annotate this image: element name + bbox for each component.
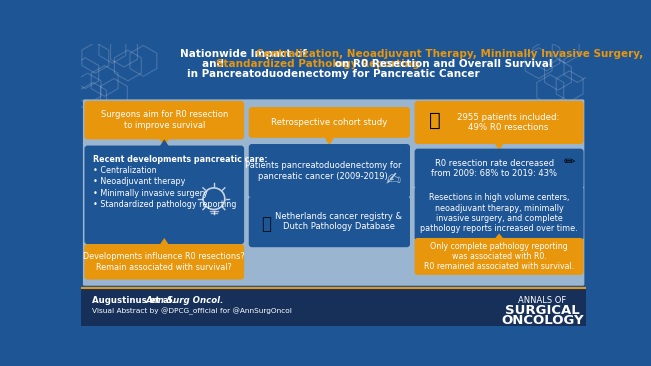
Text: Surgeons aim for R0 resection
to improve survival: Surgeons aim for R0 resection to improve… [101,111,228,130]
Polygon shape [158,238,171,247]
FancyBboxPatch shape [415,238,583,275]
Text: Developments influence R0 resections?
Remain associated with survival?: Developments influence R0 resections? Re… [83,252,245,272]
Polygon shape [493,141,505,150]
Text: • Minimally invasive surgery: • Minimally invasive surgery [93,189,208,198]
FancyBboxPatch shape [249,144,410,198]
Text: R0 resection rate decreased
from 2009: 68% to 2019: 43%: R0 resection rate decreased from 2009: 6… [432,159,557,178]
Text: Standardized Pathology Reporting: Standardized Pathology Reporting [216,59,420,68]
Text: Netherlands cancer registry &
Dutch Pathology Database: Netherlands cancer registry & Dutch Path… [275,212,402,231]
Polygon shape [158,139,171,149]
Text: Recent developments pancreatic care:: Recent developments pancreatic care: [93,155,268,164]
FancyBboxPatch shape [85,101,244,139]
Text: Only complete pathology reporting
was associated with R0.
R0 remained associated: Only complete pathology reporting was as… [424,242,574,271]
Text: ✏️: ✏️ [564,156,575,169]
FancyBboxPatch shape [85,146,244,244]
FancyBboxPatch shape [83,99,585,286]
Polygon shape [493,234,505,241]
Text: Visual Abstract by @DPCG_official for @AnnSurgOncol: Visual Abstract by @DPCG_official for @A… [92,307,292,315]
Text: Centralization, Neoadjuvant Therapy, Minimally Invasive Surgery,: Centralization, Neoadjuvant Therapy, Min… [256,49,643,59]
Polygon shape [158,136,171,147]
Text: ANNALS OF: ANNALS OF [518,296,566,305]
FancyBboxPatch shape [415,149,583,189]
Text: 📄: 📄 [261,215,271,233]
FancyBboxPatch shape [85,244,244,280]
Text: 🔬: 🔬 [429,111,441,130]
Text: Nationwide Impact of: Nationwide Impact of [180,49,311,59]
Text: on R0 Resection and Overall Survival: on R0 Resection and Overall Survival [331,59,553,68]
Text: ✍: ✍ [385,171,400,188]
Text: 2955 patients included:
49% R0 resections: 2955 patients included: 49% R0 resection… [457,113,560,132]
Text: in Pancreatoduodenectomy for Pancreatic Cancer: in Pancreatoduodenectomy for Pancreatic … [187,68,480,79]
Text: Patients pancreatoduodenectomy for
pancreatic cancer (2009-2019): Patients pancreatoduodenectomy for pancr… [245,161,402,181]
Text: Resections in high volume centers,
neoadjuvant therapy, minimally
invasive surge: Resections in high volume centers, neoad… [421,193,578,234]
Polygon shape [323,135,335,146]
Text: Ann Surg Oncol.: Ann Surg Oncol. [146,296,224,306]
FancyBboxPatch shape [415,186,583,240]
FancyBboxPatch shape [81,288,586,326]
Text: Augustinus et al.: Augustinus et al. [92,296,178,306]
Text: • Centralization: • Centralization [93,165,157,175]
Text: SURGICAL: SURGICAL [505,304,580,317]
FancyBboxPatch shape [249,197,410,247]
FancyBboxPatch shape [415,101,583,144]
Text: ONCOLOGY: ONCOLOGY [501,314,584,327]
Text: Retrospective cohort study: Retrospective cohort study [271,118,387,127]
Text: • Neoadjuvant therapy: • Neoadjuvant therapy [93,177,186,186]
Text: • Standardized pathology reporting: • Standardized pathology reporting [93,200,236,209]
FancyBboxPatch shape [249,107,410,138]
Text: and: and [202,59,227,68]
Polygon shape [493,182,505,190]
